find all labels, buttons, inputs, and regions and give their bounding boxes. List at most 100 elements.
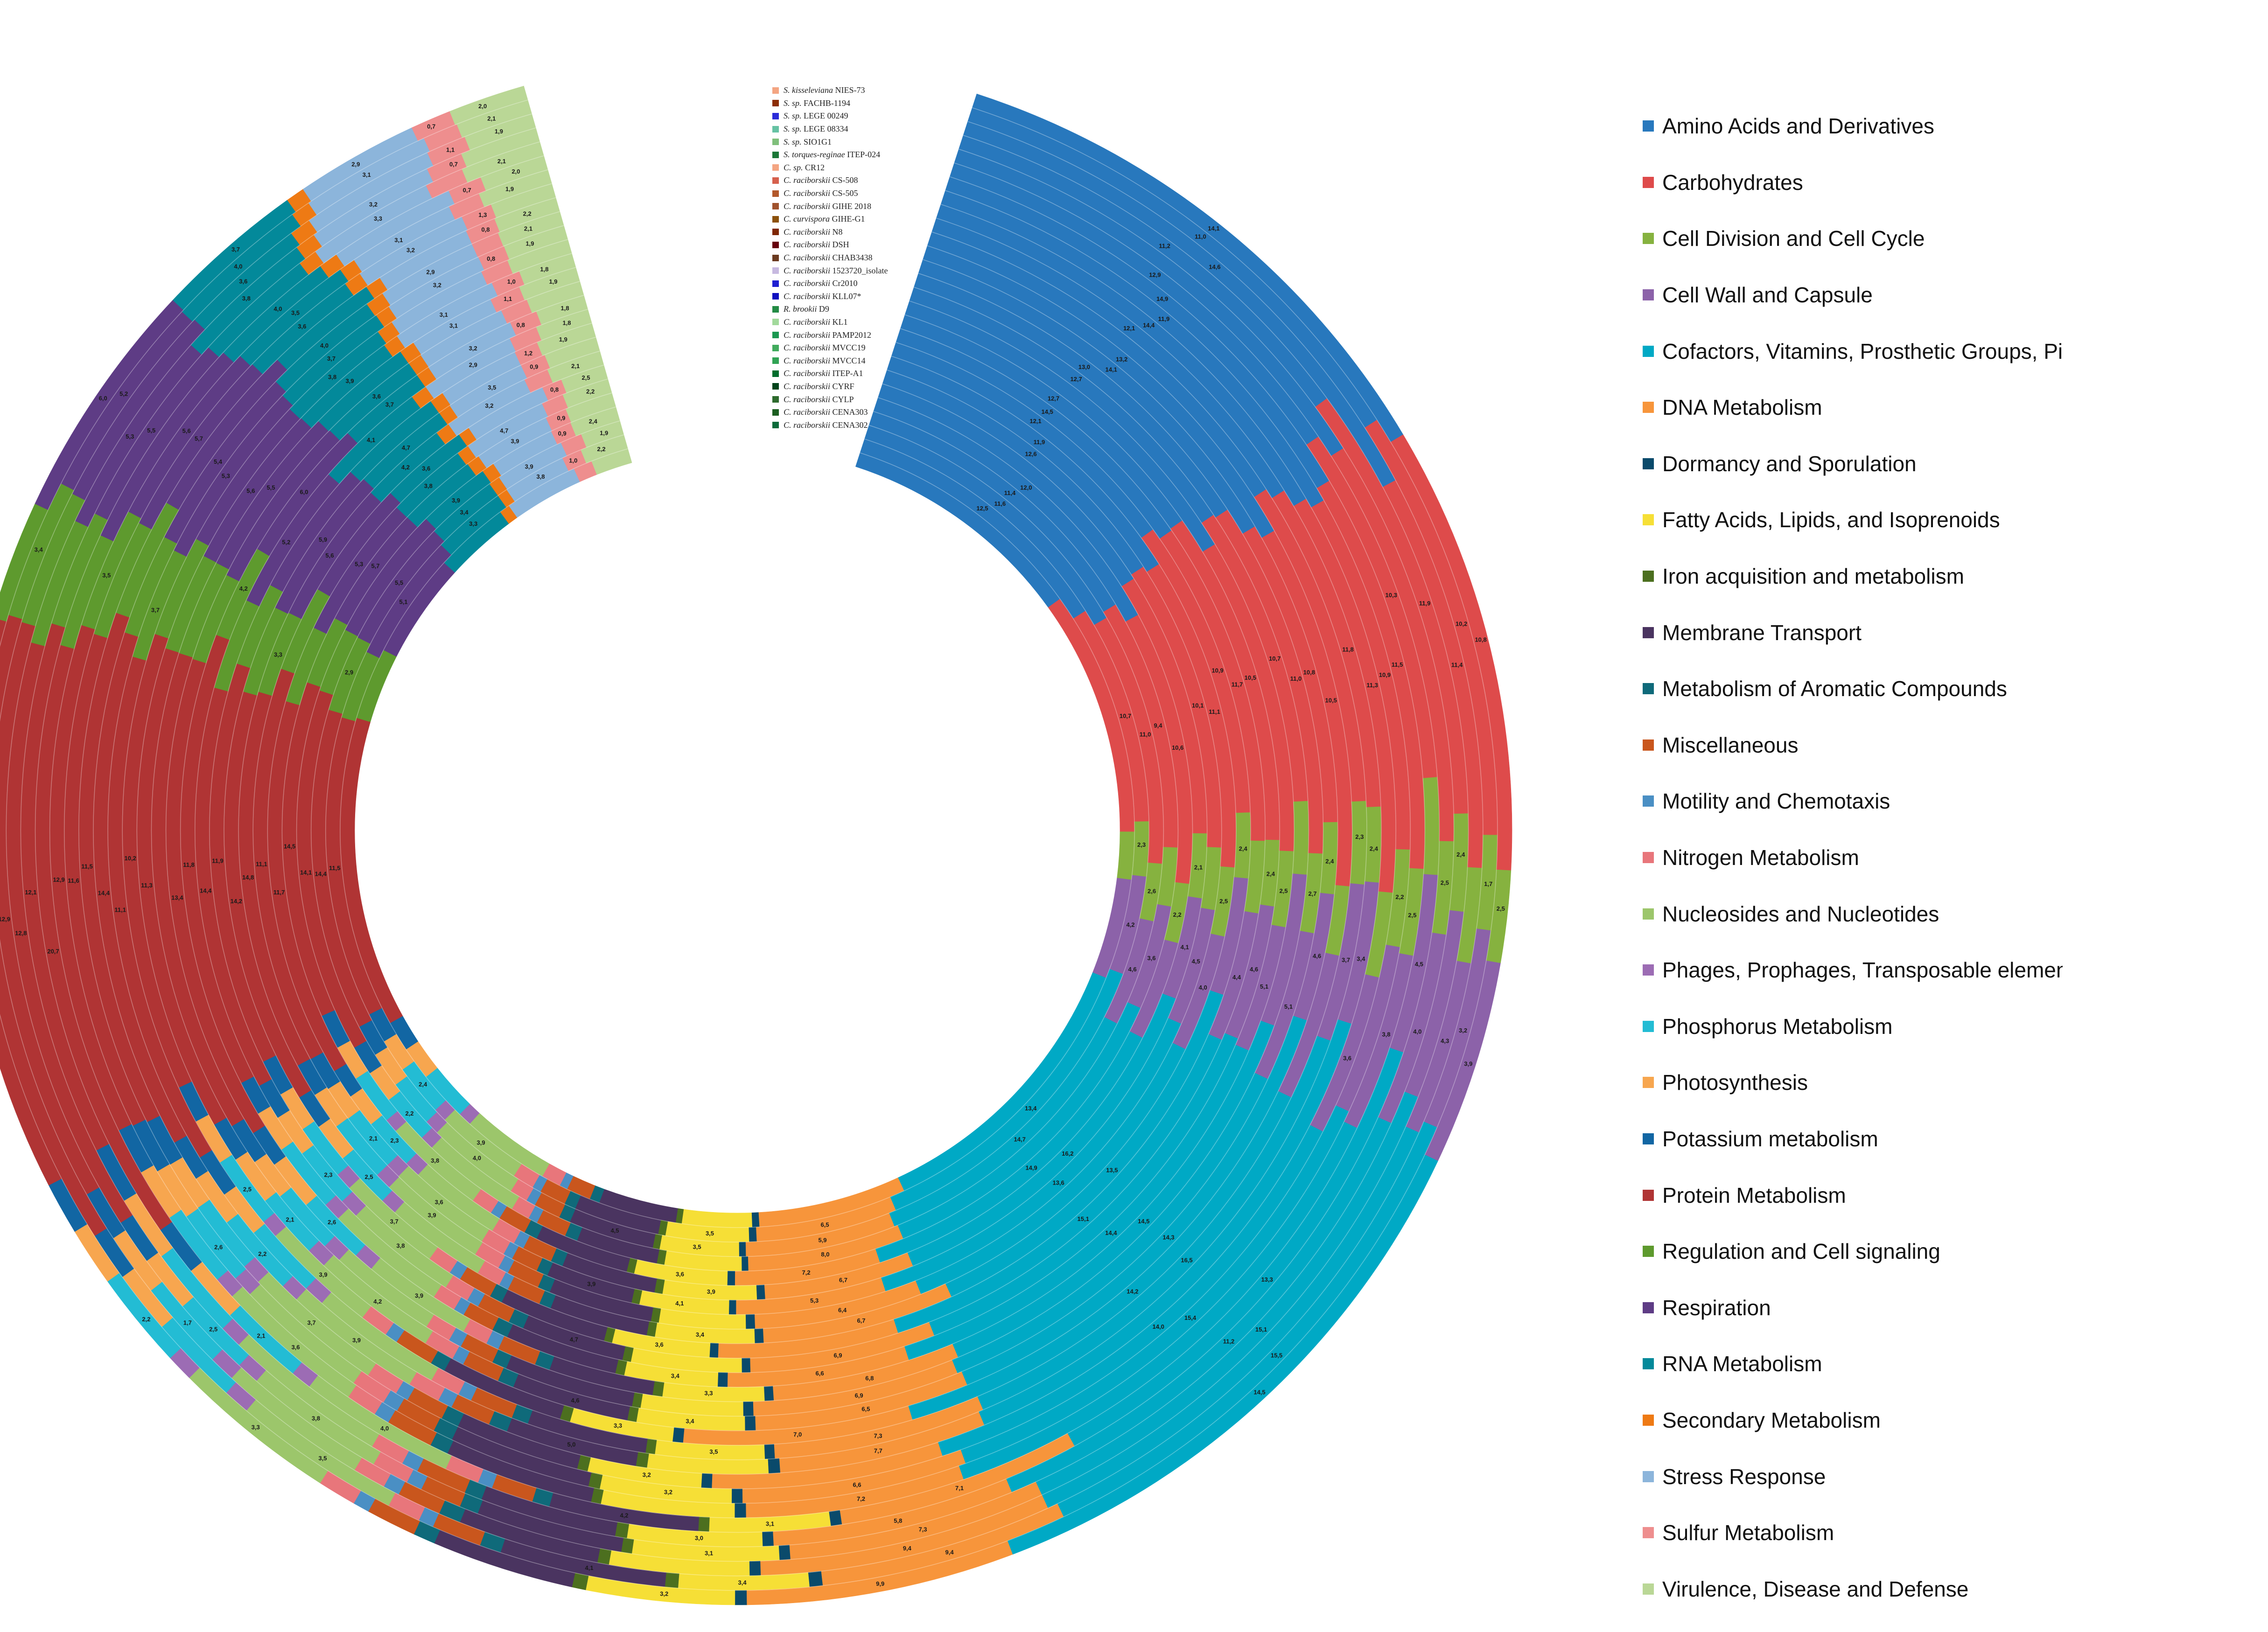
strain-swatch [772, 357, 779, 364]
value-label: 12,1 [1029, 418, 1041, 425]
strain-name: C. raciborskii CYLP [784, 394, 854, 404]
legend-swatch [1643, 1527, 1654, 1539]
segment [717, 1372, 728, 1388]
value-label: 14,8 [242, 874, 254, 881]
value-label: 2,5 [243, 1186, 252, 1193]
value-label: 3,7 [1342, 956, 1350, 963]
strain-legend-item: C. raciborskii DSH [772, 238, 1015, 251]
value-label: 6,6 [853, 1481, 861, 1488]
value-label: 0,8 [487, 255, 495, 262]
strain-legend-item: C. raciborskii CYLP [772, 393, 1015, 406]
value-label: 2,2 [597, 446, 606, 453]
value-label: 0,7 [463, 187, 471, 194]
value-label: 5,0 [567, 1441, 575, 1448]
value-label: 14,4 [1105, 1229, 1117, 1236]
value-label: 12,5 [976, 505, 988, 512]
value-label: 6,5 [861, 1405, 870, 1412]
value-label: 7,2 [802, 1269, 811, 1276]
legend-swatch [1643, 683, 1654, 695]
ring-line [224, 336, 1251, 1344]
value-label: 14,7 [1014, 1136, 1026, 1143]
ring-line [296, 406, 1179, 1272]
strain-name: C. curvispora GIHE-G1 [784, 214, 865, 224]
value-label: 3,9 [345, 377, 354, 384]
value-label: 9,4 [903, 1545, 912, 1552]
legend-swatch [1643, 627, 1654, 638]
value-label: 2,6 [1148, 888, 1156, 895]
value-label: 3,8 [424, 482, 433, 489]
value-label: 11,1 [114, 907, 126, 914]
value-label: 12,9 [1149, 271, 1161, 278]
value-label: 2,1 [286, 1216, 294, 1223]
value-label: 3,9 [352, 1337, 361, 1344]
segment [767, 1458, 781, 1474]
ring-line [35, 155, 1440, 1533]
value-label: 12,1 [25, 889, 36, 896]
legend-swatch [1643, 1302, 1654, 1313]
value-label: 12,9 [0, 915, 10, 922]
segment [808, 1571, 823, 1587]
legend-swatch [1643, 908, 1654, 920]
legend-item: RNA Metabolism [1643, 1336, 2063, 1392]
value-label: 15,1 [1255, 1326, 1267, 1333]
value-label: 1,7 [183, 1319, 192, 1326]
legend-item: Sulfur Metabolism [1643, 1505, 2063, 1561]
value-label: 11,3 [1366, 682, 1378, 689]
value-label: 3,3 [614, 1422, 622, 1429]
value-label: 1,2 [524, 350, 532, 357]
value-label: 14,9 [1156, 295, 1168, 302]
value-label: 10,9 [1211, 667, 1223, 674]
segment [828, 1510, 842, 1527]
value-label: 3,4 [696, 1331, 705, 1338]
value-label: 14,5 [1138, 1218, 1149, 1225]
value-label: 11,5 [81, 863, 93, 870]
value-label: 12,0 [1020, 484, 1032, 491]
value-label: 1,9 [549, 278, 557, 285]
segment [762, 1531, 774, 1547]
value-label: 2,0 [478, 103, 487, 110]
ring-line [325, 434, 1149, 1242]
legend-label: Amino Acids and Derivatives [1662, 114, 1934, 139]
value-label: 4,1 [585, 1564, 594, 1571]
value-label: 7,0 [793, 1431, 802, 1438]
value-label: 11,4 [1004, 489, 1016, 496]
value-label: 3,1 [394, 237, 403, 244]
value-label: 14,9 [1025, 1165, 1037, 1172]
legend-label: Nucleosides and Nucleotides [1662, 901, 1939, 926]
ring-line [310, 420, 1164, 1257]
strain-name: C. raciborskii ITEP-A1 [784, 369, 863, 378]
value-label: 1,1 [446, 146, 455, 153]
ring-line [78, 197, 1396, 1489]
segment [744, 1416, 756, 1431]
legend-label: Nitrogen Metabolism [1662, 845, 1859, 870]
ring-line [107, 225, 1367, 1460]
value-label: 3,2 [1459, 1027, 1467, 1034]
value-label: 0,7 [449, 160, 458, 167]
value-label: 7,3 [918, 1526, 927, 1533]
strain-legend-item: C. raciborskii CHAB3438 [772, 251, 1015, 265]
strain-swatch [772, 216, 779, 223]
strain-legend-item: C. curvispora GIHE-G1 [772, 213, 1015, 226]
value-label: 2,1 [369, 1135, 378, 1142]
value-label: 10,3 [1386, 592, 1397, 599]
strain-name: S. sp. LEGE 00249 [784, 111, 848, 121]
value-label: 2,5 [1408, 912, 1416, 919]
value-label: 4,0 [380, 1425, 389, 1432]
value-label: 1,7 [1484, 880, 1492, 887]
value-label: 14,0 [1153, 1323, 1164, 1330]
value-label: 3,2 [485, 402, 493, 409]
ring-line [195, 309, 1280, 1373]
value-label: 13,5 [1106, 1167, 1118, 1174]
segment [728, 1300, 736, 1315]
value-label: 3,3 [274, 651, 282, 658]
value-label: 2,2 [523, 210, 532, 217]
legend-item: Dormancy and Sporulation [1643, 436, 2063, 492]
value-label: 2,0 [511, 168, 520, 175]
value-label: 11,9 [1034, 439, 1045, 446]
legend-label: Cell Division and Cell Cycle [1662, 226, 1925, 251]
value-label: 2,5 [1497, 905, 1505, 912]
legend-item: Stress Response [1643, 1448, 2063, 1505]
legend-swatch [1643, 571, 1654, 582]
value-label: 20,7 [47, 948, 59, 955]
legend-item: Motility and Chemotaxis [1643, 773, 2063, 830]
